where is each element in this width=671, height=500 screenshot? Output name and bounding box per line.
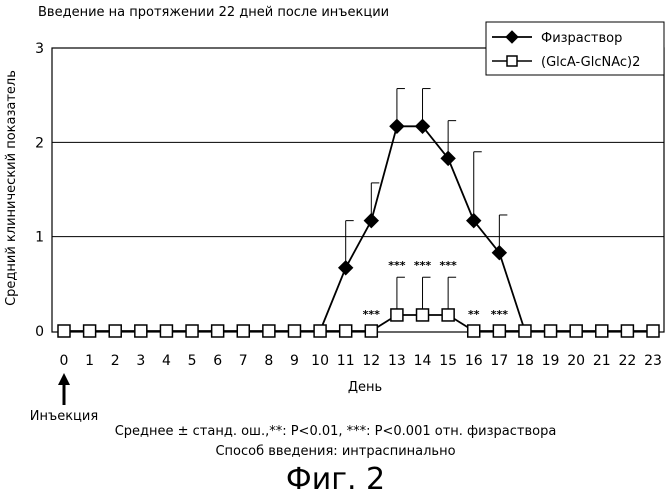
y-tick-labels: 0 1 2 3: [35, 41, 44, 340]
x-tick-label: 0: [60, 353, 69, 369]
significance-label: ***: [491, 308, 509, 321]
significance-label: ***: [388, 259, 406, 272]
x-tick-labels: 01234567891011121314151617181920212223: [60, 353, 662, 369]
data-point-glca: [314, 325, 326, 337]
legend-marker-glca: [507, 56, 517, 66]
data-point-glca: [545, 325, 557, 337]
data-point-glca: [135, 325, 147, 337]
x-tick-label: 15: [439, 353, 457, 369]
significance-label: ***: [363, 308, 381, 321]
significance-label: **: [468, 308, 480, 321]
y-tick-label: 0: [35, 324, 44, 340]
x-tick-label: 17: [490, 353, 508, 369]
data-point-glca: [647, 325, 659, 337]
x-tick-label: 20: [567, 353, 585, 369]
legend: Физраствор (GlcA-GlcNAc)2: [486, 22, 664, 75]
data-point-saline: [390, 119, 404, 133]
data-point-glca: [621, 325, 633, 337]
x-tick-label: 3: [136, 353, 145, 369]
significance-label: ***: [439, 259, 457, 272]
y-tick-label: 3: [35, 41, 44, 57]
data-point-glca: [417, 309, 429, 321]
data-point-glca: [493, 325, 505, 337]
data-point-glca: [519, 325, 531, 337]
y-tick-label: 2: [35, 135, 44, 151]
x-tick-label: 23: [644, 353, 662, 369]
legend-label-glca: (GlcA-GlcNAc)2: [541, 55, 640, 70]
data-point-glca: [58, 325, 70, 337]
legend-label-saline: Физраствор: [541, 31, 622, 46]
y-tick-label: 1: [35, 230, 44, 246]
error-bars: [346, 89, 508, 315]
injection-annotation: Инъекция: [30, 373, 98, 424]
annotation-label: Инъекция: [30, 409, 98, 424]
data-point-glca: [109, 325, 121, 337]
data-point-glca: [391, 309, 403, 321]
x-tick-label: 14: [414, 353, 432, 369]
data-point-glca: [186, 325, 198, 337]
x-tick-label: 21: [593, 353, 611, 369]
caption-statistics: Среднее ± станд. ош.,**: P<0.01, ***: P<…: [0, 424, 671, 439]
significance-label: ***: [414, 259, 432, 272]
grid-lines: [52, 142, 664, 236]
x-tick-label: 1: [85, 353, 94, 369]
x-tick-label: 19: [542, 353, 560, 369]
series-lines: [64, 126, 653, 331]
data-point-saline: [339, 261, 353, 275]
x-axis-label: День: [348, 380, 382, 395]
y-axis-label: Средний клинический показатель: [4, 70, 19, 306]
data-point-saline: [364, 214, 378, 228]
x-tick-label: 12: [362, 353, 380, 369]
x-tick-label: 22: [618, 353, 636, 369]
plot-area: [52, 48, 664, 332]
x-tick-label: 11: [337, 353, 355, 369]
chart-title: Введение на протяжении 22 дней после инъ…: [38, 5, 389, 20]
data-point-glca: [365, 325, 377, 337]
data-point-glca: [212, 325, 224, 337]
x-tick-label: 2: [111, 353, 120, 369]
x-tick-label: 5: [188, 353, 197, 369]
series-line-2: [64, 315, 653, 331]
x-tick-label: 8: [264, 353, 273, 369]
x-tick-label: 18: [516, 353, 534, 369]
caption-route: Способ введения: интраспинально: [0, 444, 671, 459]
series-markers: [58, 119, 659, 337]
x-tick-label: 9: [290, 353, 299, 369]
data-point-glca: [84, 325, 96, 337]
x-tick-label: 13: [388, 353, 406, 369]
data-point-glca: [237, 325, 249, 337]
x-tick-label: 6: [213, 353, 222, 369]
data-point-glca: [160, 325, 172, 337]
data-point-glca: [263, 325, 275, 337]
significance-labels: *****************: [363, 259, 509, 321]
x-tick-label: 7: [239, 353, 248, 369]
x-tick-label: 16: [465, 353, 483, 369]
data-point-glca: [468, 325, 480, 337]
x-tick-label: 10: [311, 353, 329, 369]
figure-label: Фиг. 2: [0, 462, 671, 497]
x-tick-label: 4: [162, 353, 171, 369]
arrow-up-icon: [58, 373, 70, 385]
data-point-glca: [596, 325, 608, 337]
data-point-glca: [288, 325, 300, 337]
data-point-glca: [340, 325, 352, 337]
data-point-glca: [442, 309, 454, 321]
data-point-glca: [570, 325, 582, 337]
